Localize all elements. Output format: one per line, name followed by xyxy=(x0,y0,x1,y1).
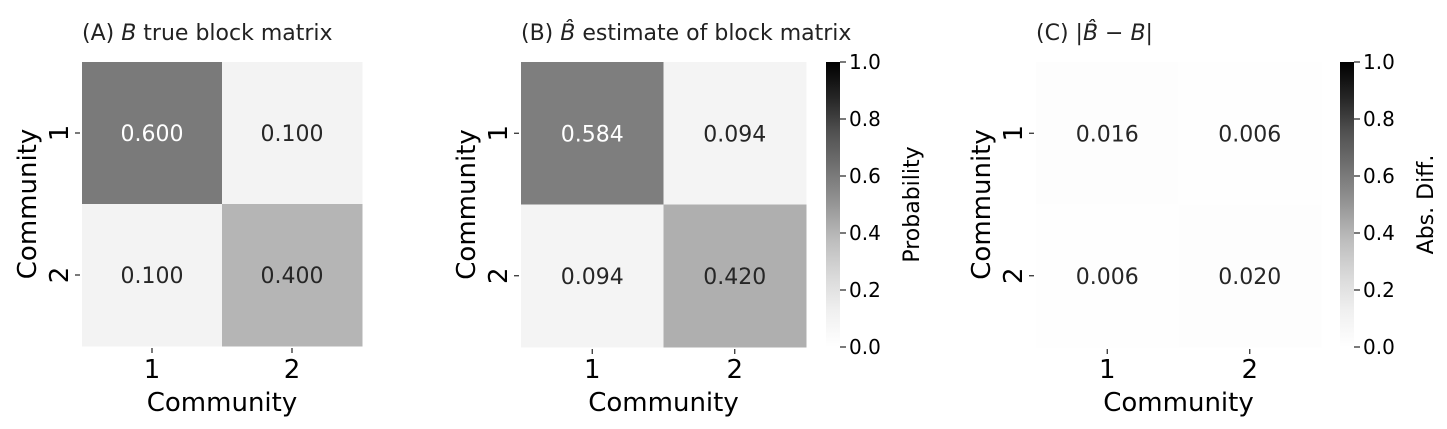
y-axis-label: Community xyxy=(452,129,482,279)
cell-annotation: 0.100 xyxy=(121,264,184,289)
x-axis-label: Community xyxy=(1103,388,1253,418)
heatmap-cell xyxy=(521,62,664,205)
title-prefix: (C) | xyxy=(1036,21,1083,46)
title-prefix: (B) xyxy=(521,21,560,46)
cell-annotation: 0.094 xyxy=(703,122,766,147)
heatmap-cell xyxy=(1178,204,1322,348)
x-tick-label: 1 xyxy=(584,355,601,385)
y-tick-label: 1 xyxy=(45,125,75,142)
colorbar-tick-label: 1.0 xyxy=(1363,50,1395,74)
heatmap-panel-b: (B) B̂ estimate of block matrix 0.584 0.09… xyxy=(452,20,925,418)
heatmap-cell xyxy=(82,204,223,347)
colorbar-gradient xyxy=(1340,62,1354,347)
heatmap-cell xyxy=(663,204,807,348)
colorbar-label: Abs. Diff. xyxy=(1414,155,1439,255)
colorbar-tick-label: 0.0 xyxy=(849,335,881,359)
heatmap-cell xyxy=(1178,62,1322,205)
cell-annotation: 0.020 xyxy=(1218,265,1281,290)
panel-title: (A) B true block matrix xyxy=(82,21,333,46)
colorbar-tick-label: 0.0 xyxy=(1363,335,1395,359)
y-tick-label: 2 xyxy=(484,267,514,284)
title-suffix: | xyxy=(1146,21,1153,46)
title-math: B̂ − B xyxy=(1083,20,1146,46)
colorbar-gradient xyxy=(826,62,840,347)
title-suffix: true block matrix xyxy=(136,21,332,46)
heatmap-cell xyxy=(222,62,363,205)
heatmap-cell xyxy=(1036,62,1179,205)
colorbar-tick-label: 0.8 xyxy=(1363,107,1395,131)
x-tick-label: 2 xyxy=(1241,355,1258,385)
heatmap-cell xyxy=(1036,204,1179,348)
cell-annotation: 0.094 xyxy=(561,265,624,290)
cell-annotation: 0.584 xyxy=(561,122,624,147)
y-axis-label: Community xyxy=(967,129,997,279)
colorbar: 0.0 0.2 0.4 0.6 0.8 1.0 Probability xyxy=(826,50,925,359)
x-axis-label: Community xyxy=(147,388,297,418)
heatmap-cell xyxy=(521,204,664,348)
colorbar-label: Probability xyxy=(900,146,925,262)
cell-annotation: 0.016 xyxy=(1076,122,1139,147)
y-tick-label: 1 xyxy=(484,125,514,142)
colorbar-tick-label: 0.2 xyxy=(849,278,881,302)
heatmap-cell xyxy=(82,62,223,205)
x-tick-label: 2 xyxy=(726,355,743,385)
x-tick-label: 2 xyxy=(284,355,301,385)
colorbar-tick-label: 0.6 xyxy=(849,164,881,188)
title-math: B̂ xyxy=(560,20,575,46)
y-tick-label: 2 xyxy=(45,267,75,284)
colorbar-tick-label: 0.4 xyxy=(1363,221,1395,245)
cell-annotation: 0.420 xyxy=(703,265,766,290)
heatmap-panel-a: (A) B true block matrix 0.600 0.100 0.100 0.… xyxy=(13,21,363,418)
colorbar-tick-label: 0.2 xyxy=(1363,278,1395,302)
x-tick-label: 1 xyxy=(144,355,161,385)
heatmap-cell xyxy=(222,204,363,347)
panel-title: (C) |B̂ − B| xyxy=(1036,20,1153,46)
cell-annotation: 0.600 xyxy=(121,122,184,147)
title-math: B xyxy=(121,21,136,46)
colorbar-tick-label: 0.6 xyxy=(1363,164,1395,188)
cell-annotation: 0.400 xyxy=(261,264,324,289)
colorbar-tick-label: 0.8 xyxy=(849,107,881,131)
x-tick-label: 1 xyxy=(1099,355,1116,385)
colorbar: 0.0 0.2 0.4 0.6 0.8 1.0 Abs. Diff. xyxy=(1340,50,1439,359)
cell-annotation: 0.100 xyxy=(261,122,324,147)
panel-title: (B) B̂ estimate of block matrix xyxy=(521,20,851,46)
y-tick-label: 1 xyxy=(999,125,1029,142)
x-axis-label: Community xyxy=(588,388,738,418)
y-tick-label: 2 xyxy=(999,267,1029,284)
title-suffix: estimate of block matrix xyxy=(575,21,851,46)
cell-annotation: 0.006 xyxy=(1076,265,1139,290)
colorbar-tick-label: 1.0 xyxy=(849,50,881,74)
colorbar-tick-label: 0.4 xyxy=(849,221,881,245)
title-prefix: (A) xyxy=(82,21,121,46)
cell-annotation: 0.006 xyxy=(1218,122,1281,147)
y-axis-label: Community xyxy=(13,129,43,279)
heatmap-cell xyxy=(663,62,807,205)
